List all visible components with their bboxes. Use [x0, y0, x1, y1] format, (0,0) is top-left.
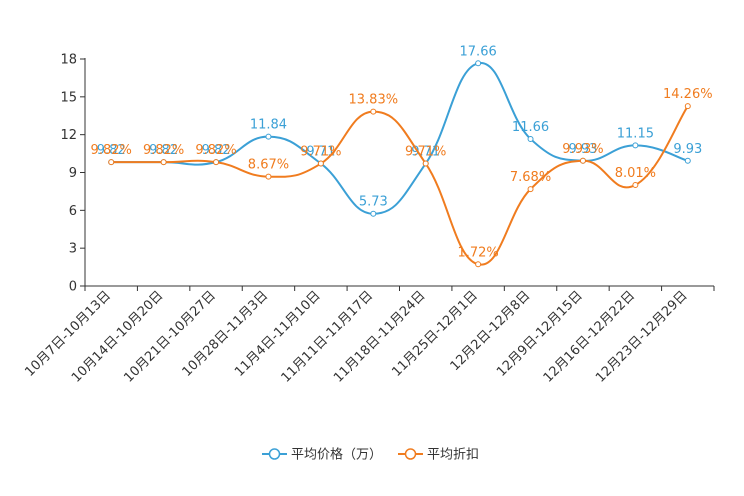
data-label: 9.93% — [562, 142, 603, 157]
y-tick-label: 9 — [69, 166, 77, 181]
x-tick-label: 12月16日-12月22日 — [541, 288, 638, 385]
x-tick-label: 10月14日-10月20日 — [69, 288, 166, 385]
legend-item-avg-discount: 平均折扣 — [398, 448, 479, 463]
data-point — [527, 135, 534, 142]
data-point — [632, 142, 639, 149]
x-tick-label: 11月11日-11月17日 — [279, 288, 376, 385]
data-label: 17.66 — [460, 44, 497, 59]
data-label: 9.82% — [91, 143, 132, 158]
data-label: 5.73 — [359, 195, 388, 210]
data-label: 14.26% — [663, 87, 713, 102]
data-point — [265, 173, 272, 180]
legend-item-avg-price: 平均价格（万） — [262, 447, 382, 463]
legend-marker — [268, 448, 281, 460]
y-tick-label: 6 — [69, 204, 77, 219]
series-line — [111, 62, 689, 215]
series-avg-discount: 9.82% 9.82% 9.82% 8.67% 9.71% 13.83% 9.71% 1.72… — [91, 87, 713, 268]
y-tick-label: 18 — [60, 53, 77, 68]
data-label: 9.82 — [149, 143, 178, 158]
data-point — [213, 159, 220, 166]
data-label: 9.82% — [195, 143, 236, 158]
x-tick-label: 10月21日-10月27日 — [121, 288, 218, 385]
x-tick-label: 11月18日-11月24日 — [331, 288, 428, 385]
data-label: 9.82 — [97, 143, 126, 158]
data-label: 9.82 — [202, 143, 231, 158]
data-label: 11.15 — [617, 126, 654, 141]
data-label: 9.93 — [568, 142, 597, 157]
y-tick-label: 12 — [60, 128, 77, 143]
series-line — [111, 105, 689, 266]
data-label: 9.71 — [306, 145, 335, 160]
data-point — [579, 157, 586, 164]
data-label: 1.72% — [457, 245, 498, 260]
data-point — [684, 157, 691, 164]
data-point — [527, 186, 534, 193]
data-point — [422, 160, 429, 167]
data-label: 13.83% — [349, 93, 399, 108]
data-point — [684, 103, 691, 110]
data-label: 8.67% — [248, 158, 289, 173]
data-point — [160, 159, 167, 166]
x-tick-label: 10月7日-10月13日 — [22, 288, 114, 380]
data-label: 9.93 — [673, 142, 702, 157]
data-point — [317, 160, 324, 167]
y-tick-label: 15 — [60, 90, 77, 105]
y-tick-label: 0 — [69, 280, 77, 295]
y-tick-label: 3 — [69, 242, 77, 257]
data-label: 11.66 — [512, 120, 549, 135]
data-label: 9.82% — [143, 143, 184, 158]
data-point — [265, 133, 272, 140]
data-label: 8.01% — [615, 166, 656, 181]
legend-label: 平均价格（万） — [291, 447, 382, 463]
data-point — [632, 181, 639, 188]
series-avg-price: 9.82 9.82 9.82 11.84 9.71 5.73 9.71 17.66 11.66 9… — [97, 44, 702, 217]
data-label: 9.71% — [300, 145, 341, 160]
legend-label: 平均折扣 — [427, 448, 479, 463]
data-point — [370, 210, 377, 217]
data-point — [475, 261, 482, 268]
data-label: 7.68% — [510, 170, 551, 185]
data-label: 9.71 — [411, 145, 440, 160]
legend-marker — [404, 448, 417, 460]
data-label: 11.84 — [250, 118, 287, 133]
data-point — [370, 108, 377, 115]
data-point — [108, 159, 115, 166]
x-tick-label: 12月23日-12月29日 — [593, 288, 690, 385]
data-point — [475, 60, 482, 67]
data-label: 9.71% — [405, 145, 446, 160]
